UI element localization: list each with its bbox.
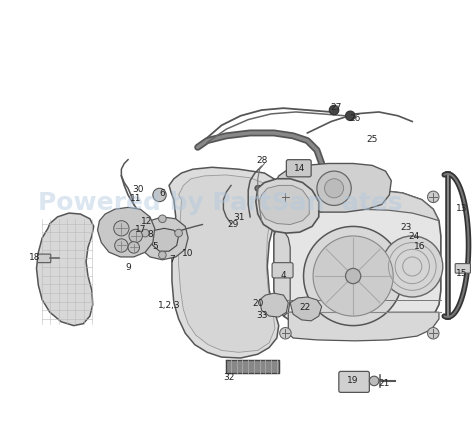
Polygon shape (226, 360, 279, 373)
Circle shape (128, 242, 139, 254)
Text: 20: 20 (252, 298, 264, 307)
Text: 24: 24 (409, 232, 420, 241)
Circle shape (159, 252, 166, 259)
Text: 21: 21 (378, 378, 389, 387)
Polygon shape (36, 214, 94, 326)
Circle shape (346, 269, 361, 284)
Polygon shape (274, 191, 441, 340)
Polygon shape (281, 191, 439, 224)
Polygon shape (179, 175, 275, 353)
Circle shape (175, 230, 182, 237)
Text: 22: 22 (300, 302, 311, 311)
FancyBboxPatch shape (286, 160, 311, 178)
Text: 27: 27 (330, 102, 342, 111)
FancyBboxPatch shape (37, 255, 51, 263)
Text: 33: 33 (256, 310, 267, 319)
FancyBboxPatch shape (272, 263, 293, 278)
Polygon shape (274, 227, 290, 316)
Text: 9: 9 (125, 262, 131, 271)
Circle shape (346, 112, 355, 121)
Text: 25: 25 (366, 135, 378, 144)
Text: 16: 16 (414, 241, 426, 250)
Text: 19: 19 (347, 375, 359, 384)
Circle shape (428, 192, 439, 203)
Circle shape (317, 172, 351, 206)
Text: 5: 5 (152, 241, 158, 250)
Circle shape (129, 230, 142, 243)
Text: 17: 17 (135, 224, 146, 233)
Text: 28: 28 (256, 156, 267, 165)
Polygon shape (288, 313, 439, 341)
Circle shape (280, 192, 291, 203)
Polygon shape (274, 164, 391, 212)
Polygon shape (138, 218, 188, 260)
Circle shape (141, 230, 149, 237)
Text: Powered by PartSan  ates: Powered by PartSan ates (38, 191, 402, 215)
FancyBboxPatch shape (339, 372, 369, 393)
Text: 13: 13 (456, 203, 468, 212)
Text: 26: 26 (349, 114, 361, 123)
Circle shape (115, 239, 128, 252)
Text: 32: 32 (223, 372, 235, 381)
Text: 4: 4 (281, 270, 286, 279)
Polygon shape (260, 186, 309, 225)
Circle shape (382, 237, 443, 297)
Polygon shape (169, 168, 281, 358)
Text: 8: 8 (147, 229, 153, 238)
Polygon shape (260, 294, 288, 317)
Text: 30: 30 (132, 184, 143, 194)
Polygon shape (98, 208, 155, 257)
Circle shape (329, 106, 339, 116)
Circle shape (313, 237, 393, 316)
Circle shape (325, 179, 344, 198)
Circle shape (303, 227, 403, 326)
Text: 15: 15 (456, 268, 468, 277)
Polygon shape (256, 179, 319, 233)
Text: 11: 11 (130, 194, 141, 203)
Text: 7: 7 (169, 255, 175, 264)
FancyBboxPatch shape (455, 264, 470, 273)
Polygon shape (150, 229, 179, 252)
Polygon shape (290, 297, 322, 321)
Circle shape (153, 189, 166, 202)
Text: 18: 18 (29, 253, 40, 262)
Text: 10: 10 (182, 248, 194, 257)
Text: 14: 14 (294, 163, 305, 172)
Circle shape (159, 215, 166, 223)
Text: 31: 31 (233, 213, 245, 222)
Circle shape (114, 221, 129, 237)
Text: 23: 23 (401, 222, 412, 231)
Circle shape (369, 376, 379, 386)
Circle shape (280, 328, 291, 339)
Text: 1,2,3: 1,2,3 (158, 301, 181, 310)
Text: 6: 6 (160, 188, 165, 197)
Text: 29: 29 (227, 220, 238, 228)
Circle shape (428, 328, 439, 339)
Text: 12: 12 (141, 217, 153, 226)
